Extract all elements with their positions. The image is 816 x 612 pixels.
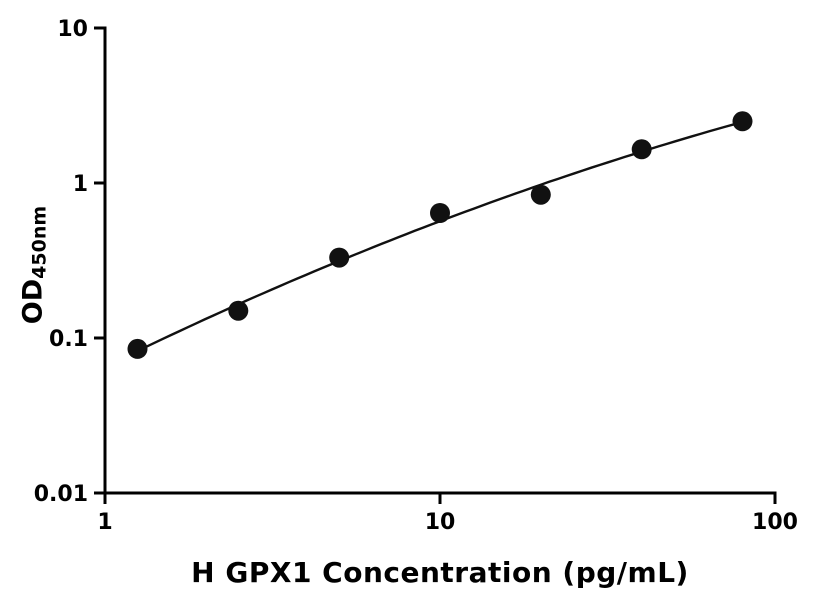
fit-curve [136, 120, 743, 352]
data-point [631, 139, 652, 160]
data-point [430, 203, 450, 223]
y-axis-title: OD450nm [18, 206, 51, 324]
x-tick-label: 1 [97, 510, 112, 535]
data-point [127, 338, 148, 359]
y-tick-label: 1 [73, 172, 88, 197]
y-tick-label: 0.1 [49, 327, 88, 352]
x-tick-label: 100 [752, 510, 798, 535]
y-axis-title-subscript: 450nm [28, 205, 51, 279]
y-tick-label: 0.01 [34, 482, 88, 507]
x-tick-label: 10 [425, 510, 456, 535]
data-point [732, 111, 753, 132]
data-point [228, 300, 249, 321]
data-point [530, 184, 551, 205]
y-axis-title-main: OD [17, 278, 49, 325]
data-point [329, 247, 350, 268]
x-axis-title: H GPX1 Concentration (pg/mL) [191, 556, 689, 589]
y-tick-label: 10 [57, 17, 88, 42]
